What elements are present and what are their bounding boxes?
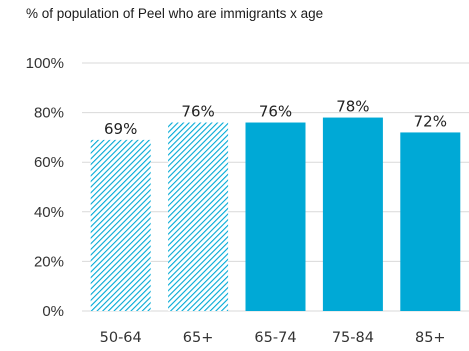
- data-label: 78%: [336, 98, 369, 116]
- bars: [90, 117, 461, 312]
- x-tick-label: 65+: [183, 330, 214, 346]
- data-label: 76%: [259, 103, 292, 121]
- x-tick-label: 85+: [415, 330, 446, 346]
- data-label: 69%: [104, 120, 137, 138]
- bar: [168, 122, 229, 312]
- y-axis-tick-labels: 0% 20% 40% 60% 80% 100%: [26, 55, 64, 320]
- y-tick-label: 100%: [26, 55, 64, 72]
- x-tick-label: 75-84: [332, 330, 374, 346]
- y-tick-label: 80%: [34, 105, 64, 122]
- bar: [322, 117, 383, 311]
- y-tick-label: 40%: [34, 204, 64, 221]
- chart-title: % of population of Peel who are immigran…: [26, 6, 323, 21]
- data-label: 76%: [181, 103, 214, 121]
- bar: [400, 132, 461, 311]
- y-tick-label: 0%: [42, 303, 64, 320]
- x-tick-label: 65-74: [254, 330, 296, 346]
- bar: [245, 122, 306, 312]
- data-label: 72%: [414, 112, 447, 130]
- x-axis-tick-labels: 50-64 65+ 65-74 75-84 85+: [100, 330, 446, 346]
- x-tick-label: 50-64: [100, 330, 142, 346]
- bar: [90, 139, 151, 311]
- y-tick-label: 20%: [34, 253, 64, 270]
- y-tick-label: 60%: [34, 154, 64, 171]
- data-labels: 69% 76% 76% 78% 72%: [104, 98, 447, 138]
